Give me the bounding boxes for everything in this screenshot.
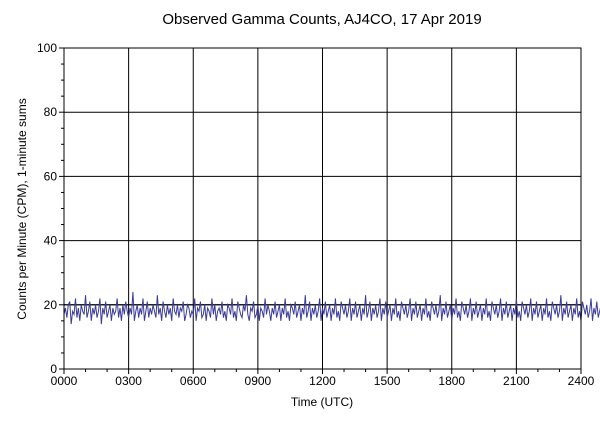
y-tick-label: 0 xyxy=(50,362,57,376)
x-tick-label: 1500 xyxy=(374,374,401,388)
x-tick-label: 0600 xyxy=(180,374,207,388)
y-tick-label: 20 xyxy=(44,298,58,312)
x-axis-label: Time (UTC) xyxy=(291,395,353,409)
y-tick-label: 100 xyxy=(37,41,57,55)
y-tick-label: 60 xyxy=(44,169,58,183)
x-tick-label: 2100 xyxy=(503,374,530,388)
x-tick-label: 1200 xyxy=(309,374,336,388)
chart-title: Observed Gamma Counts, AJ4CO, 17 Apr 201… xyxy=(162,11,481,28)
x-tick-label: 2400 xyxy=(568,374,595,388)
x-tick-label: 0300 xyxy=(115,374,142,388)
series-line xyxy=(63,291,600,325)
y-tick-label: 40 xyxy=(44,234,58,248)
y-tick-label: 80 xyxy=(44,105,58,119)
x-tick-label: 0900 xyxy=(245,374,272,388)
x-tick-label: 0000 xyxy=(51,374,78,388)
x-tick-label: 1800 xyxy=(438,374,465,388)
y-axis-label: Counts per Minute (CPM), 1-minute sums xyxy=(15,98,29,319)
